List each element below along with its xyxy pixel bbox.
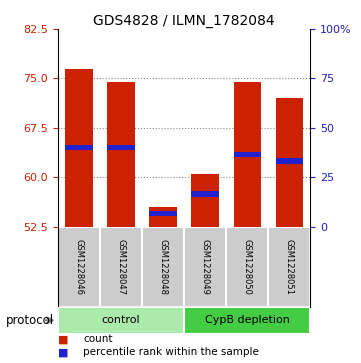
Bar (58, 227, 100, 307)
Bar (191, 191, 219, 196)
Bar (268, 227, 310, 307)
Text: CypB depletion: CypB depletion (205, 315, 290, 325)
Bar (276, 158, 303, 164)
Text: GSM1228046: GSM1228046 (74, 239, 83, 295)
Bar (65, 145, 92, 150)
Text: GSM1228049: GSM1228049 (201, 239, 210, 295)
Text: ■: ■ (58, 347, 68, 358)
Bar (149, 211, 177, 216)
Bar (234, 82, 261, 227)
Text: GSM1228048: GSM1228048 (158, 239, 168, 295)
Bar (107, 145, 135, 150)
Bar (65, 69, 92, 227)
Bar (107, 82, 135, 227)
Bar (142, 227, 184, 307)
Bar (184, 307, 310, 334)
Text: ■: ■ (58, 334, 68, 344)
Text: percentile rank within the sample: percentile rank within the sample (83, 347, 259, 358)
Bar (100, 227, 142, 307)
Bar (191, 174, 219, 227)
Bar (226, 227, 268, 307)
Text: control: control (102, 315, 140, 325)
Bar (149, 207, 177, 227)
Text: count: count (83, 334, 113, 344)
Text: GSM1228047: GSM1228047 (117, 239, 125, 295)
Bar (234, 152, 261, 157)
Bar (184, 227, 226, 307)
Bar (58, 307, 184, 334)
Text: protocol: protocol (6, 314, 54, 327)
Text: GSM1228050: GSM1228050 (243, 239, 252, 295)
Text: GSM1228051: GSM1228051 (285, 239, 294, 295)
Title: GDS4828 / ILMN_1782084: GDS4828 / ILMN_1782084 (93, 14, 275, 28)
Bar (276, 98, 303, 227)
